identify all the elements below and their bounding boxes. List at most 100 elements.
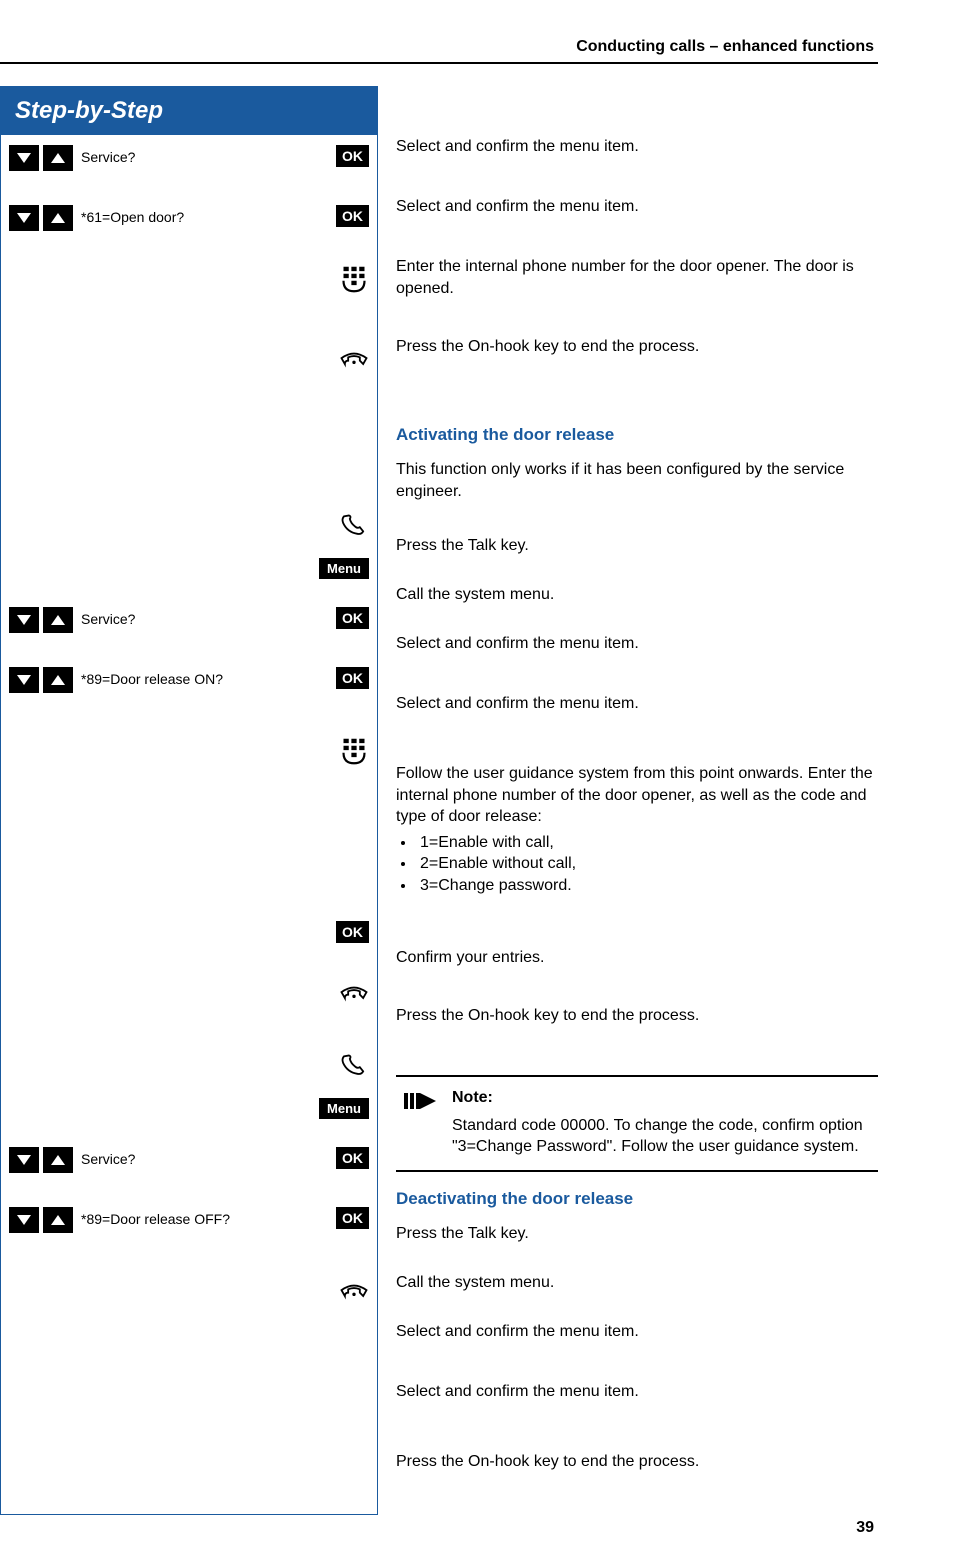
arrow-down-icon[interactable]: [9, 205, 39, 231]
keypad-icon: [339, 737, 369, 765]
ok-button[interactable]: OK: [336, 205, 369, 227]
description: Confirm your entries.: [396, 947, 878, 991]
talk-icon: [339, 1049, 369, 1077]
description: Select and confirm the menu item.: [396, 633, 878, 679]
row-key: [329, 1277, 369, 1305]
nav-arrows[interactable]: [9, 1147, 73, 1173]
description: Press the Talk key.: [396, 1223, 878, 1258]
option-item: 2=Enable without call,: [416, 853, 878, 875]
row-key: OK: [329, 921, 369, 943]
onhook-icon: [339, 979, 369, 1007]
left-row: *89=Door release OFF?OK: [9, 1207, 369, 1263]
display-text: Service?: [79, 607, 329, 627]
left-row: [9, 433, 369, 495]
left-row: [9, 979, 369, 1035]
row-key: OK: [329, 205, 369, 227]
option-item: 1=Enable with call,: [416, 832, 878, 854]
left-row: Service? OK: [9, 1147, 369, 1193]
arrow-down-icon[interactable]: [9, 667, 39, 693]
section-heading: Activating the door release: [396, 424, 878, 447]
row-key: [329, 737, 369, 765]
ok-button[interactable]: OK: [336, 1207, 369, 1229]
talk-icon: [339, 509, 369, 537]
description: This function only works if it has been …: [396, 459, 878, 521]
ok-button[interactable]: OK: [336, 921, 369, 943]
left-row: *89=Door release ON?OK: [9, 667, 369, 723]
description-text: Press the Talk key.: [396, 537, 529, 554]
left-row: OK: [9, 921, 369, 965]
description: Press the Talk key.: [396, 535, 878, 570]
description-text: Follow the user guidance system from thi…: [396, 763, 878, 828]
keypad-icon: [339, 265, 369, 293]
description: Call the system menu.: [396, 1272, 878, 1307]
main-layout: Step-by-Step Service?OK*61=Open door?OKM…: [0, 86, 878, 1515]
menu-button[interactable]: Menu: [319, 1098, 369, 1119]
arrow-up-icon[interactable]: [43, 1207, 73, 1233]
note-body: Standard code 00000. To change the code,…: [452, 1115, 872, 1158]
row-key: OK: [329, 667, 369, 689]
description-text: Enter the internal phone number for the …: [396, 258, 854, 297]
arrow-down-icon[interactable]: [9, 607, 39, 633]
description-text: Press the Talk key.: [396, 1225, 529, 1242]
note-icon: [402, 1087, 438, 1158]
description-text: Call the system menu.: [396, 586, 554, 603]
description-text: Select and confirm the menu item.: [396, 695, 639, 712]
description-text: Press the On-hook key to end the process…: [396, 338, 699, 355]
section-heading: Deactivating the door release: [396, 1188, 878, 1211]
description-text: Select and confirm the menu item.: [396, 1323, 639, 1340]
arrow-up-icon[interactable]: [43, 667, 73, 693]
ok-button[interactable]: OK: [336, 667, 369, 689]
display-text: Service?: [79, 145, 329, 165]
note-box: Note: Standard code 00000. To change the …: [396, 1075, 878, 1172]
page-header: Conducting calls – enhanced functions: [0, 38, 878, 64]
step-by-step-header: Step-by-Step: [1, 87, 377, 135]
left-row: [9, 345, 369, 419]
row-key: Menu: [319, 1098, 369, 1119]
display-text: Service?: [79, 1147, 329, 1167]
ok-button[interactable]: OK: [336, 145, 369, 167]
note-title: Note:: [452, 1087, 872, 1109]
left-row: [9, 737, 369, 907]
left-row: [9, 509, 369, 544]
row-key: OK: [329, 1207, 369, 1229]
arrow-down-icon[interactable]: [9, 145, 39, 171]
description-text: Select and confirm the menu item.: [396, 138, 639, 155]
nav-arrows[interactable]: [9, 1207, 73, 1233]
left-body: Service?OK*61=Open door?OKMenuService?OK…: [1, 135, 377, 1361]
header-title: Conducting calls – enhanced functions: [576, 38, 874, 55]
nav-arrows[interactable]: [9, 607, 73, 633]
description-text: Press the On-hook key to end the process…: [396, 1007, 699, 1024]
arrow-up-icon[interactable]: [43, 1147, 73, 1173]
left-row: Menu: [9, 1098, 369, 1133]
left-row: [9, 265, 369, 331]
option-list: 1=Enable with call,2=Enable without call…: [396, 832, 878, 897]
nav-arrows[interactable]: [9, 667, 73, 693]
ok-button[interactable]: OK: [336, 1147, 369, 1169]
description-text: Press the On-hook key to end the process…: [396, 1453, 699, 1470]
description: Select and confirm the menu item.: [396, 1321, 878, 1367]
nav-arrows[interactable]: [9, 205, 73, 231]
left-row: Service? OK: [9, 607, 369, 653]
description: Select and confirm the menu item.: [396, 693, 878, 749]
row-key: [329, 345, 369, 373]
description: Select and confirm the menu item.: [396, 1381, 878, 1437]
right-column: Select and confirm the menu item. Select …: [378, 86, 878, 1515]
menu-button[interactable]: Menu: [319, 558, 369, 579]
description-text: Select and confirm the menu item.: [396, 635, 639, 652]
description: Enter the internal phone number for the …: [396, 256, 878, 322]
row-key: OK: [329, 607, 369, 629]
row-key: [329, 509, 369, 537]
row-key: [329, 979, 369, 1007]
left-column: Step-by-Step Service?OK*61=Open door?OKM…: [0, 86, 378, 1515]
arrow-down-icon[interactable]: [9, 1207, 39, 1233]
arrow-up-icon[interactable]: [43, 205, 73, 231]
ok-button[interactable]: OK: [336, 607, 369, 629]
page-number: 39: [856, 1519, 874, 1537]
arrow-up-icon[interactable]: [43, 145, 73, 171]
arrow-up-icon[interactable]: [43, 607, 73, 633]
nav-arrows[interactable]: [9, 145, 73, 171]
arrow-down-icon[interactable]: [9, 1147, 39, 1173]
row-key: Menu: [319, 558, 369, 579]
description-text: Select and confirm the menu item.: [396, 198, 639, 215]
description: Select and confirm the menu item.: [396, 196, 878, 242]
